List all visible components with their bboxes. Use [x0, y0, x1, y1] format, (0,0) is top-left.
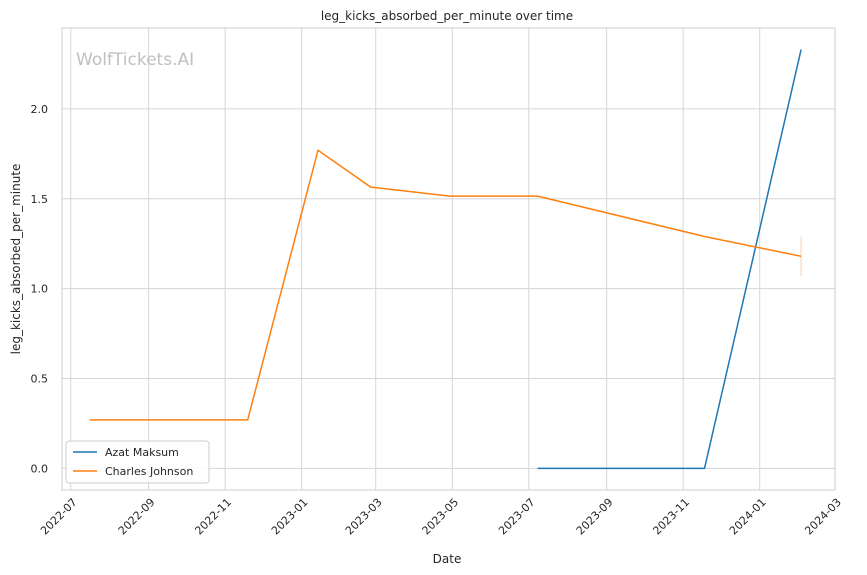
- y-tick-label: 1.0: [31, 283, 49, 296]
- legend-box: [65, 440, 210, 484]
- plot-frame: [61, 27, 836, 491]
- legend-label: Azat Maksum: [105, 446, 179, 459]
- watermark: WolfTickets.AI: [76, 50, 194, 70]
- y-tick-labels: 0.0 0.5 1.0 1.5 2.0: [31, 103, 49, 476]
- y-tick-label: 0.0: [31, 462, 49, 475]
- plot-area: [62, 28, 835, 490]
- series-line-charles-johnson: [89, 149, 802, 421]
- legend-label: Charles Johnson: [105, 465, 193, 478]
- series-lines: [89, 49, 802, 470]
- y-axis-title: leg_kicks_absorbed_per_minute: [9, 164, 23, 355]
- chart-title: leg_kicks_absorbed_per_minute over time: [321, 9, 573, 23]
- y-tick-label: 0.5: [31, 373, 49, 386]
- y-tick-label: 1.5: [31, 193, 49, 206]
- series-line-azat-maksum: [537, 49, 802, 470]
- legend: Azat Maksum Charles Johnson: [65, 440, 210, 484]
- y-tick-label: 2.0: [31, 103, 49, 116]
- x-axis-title: Date: [433, 552, 462, 566]
